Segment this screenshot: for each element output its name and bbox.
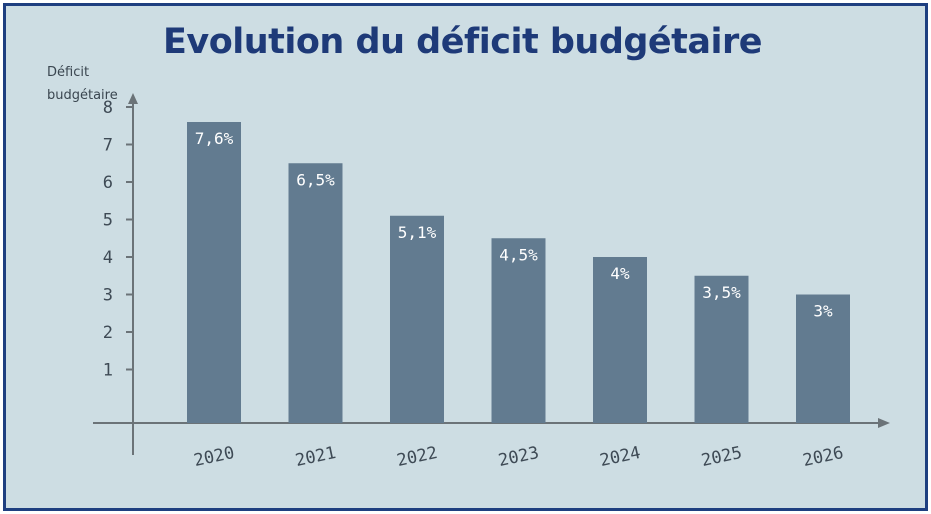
y-tick-label-3: 3	[103, 286, 113, 306]
bar-2020	[187, 122, 241, 423]
bar-2024	[593, 257, 647, 423]
data-label-2026: 3%	[813, 302, 833, 321]
category-label-2026: 2026	[801, 443, 845, 471]
y-axis-label-line-1: Déficit	[47, 65, 89, 80]
y-tick-label-6: 6	[103, 173, 113, 193]
bar-2026	[796, 294, 850, 423]
y-tick-label-4: 4	[103, 248, 113, 268]
chart-frame	[3, 3, 928, 511]
y-tick-label-5: 5	[103, 211, 113, 231]
bar-2022	[390, 215, 444, 423]
y-axis-arrow	[128, 93, 138, 104]
bar-2021	[288, 163, 343, 423]
data-label-2021: 6,5%	[296, 170, 335, 189]
y-tick-label-8: 8	[103, 98, 113, 118]
bar-2023	[491, 238, 546, 423]
category-label-2024: 2024	[598, 443, 642, 471]
data-label-2023: 4,5%	[499, 245, 538, 264]
data-label-2025: 3,5%	[702, 283, 741, 302]
y-axis-label-line-2: budgétaire	[47, 88, 118, 103]
y-tick-label-7: 7	[103, 136, 113, 156]
data-label-2020: 7,6%	[195, 129, 234, 148]
category-label-2020: 2020	[192, 443, 236, 471]
category-label-2021: 2021	[294, 443, 338, 471]
category-label-2025: 2025	[700, 443, 744, 471]
category-label-2023: 2023	[497, 443, 541, 471]
bar-2025	[694, 275, 749, 423]
data-label-2022: 5,1%	[398, 223, 437, 242]
chart-title: Evolution du déficit budgétaire	[162, 22, 763, 62]
data-label-2024: 4%	[610, 264, 630, 283]
y-tick-label-2: 2	[103, 323, 113, 343]
y-tick-label-1: 1	[103, 361, 113, 381]
x-axis-arrow	[878, 418, 890, 428]
category-label-2022: 2022	[395, 443, 439, 471]
